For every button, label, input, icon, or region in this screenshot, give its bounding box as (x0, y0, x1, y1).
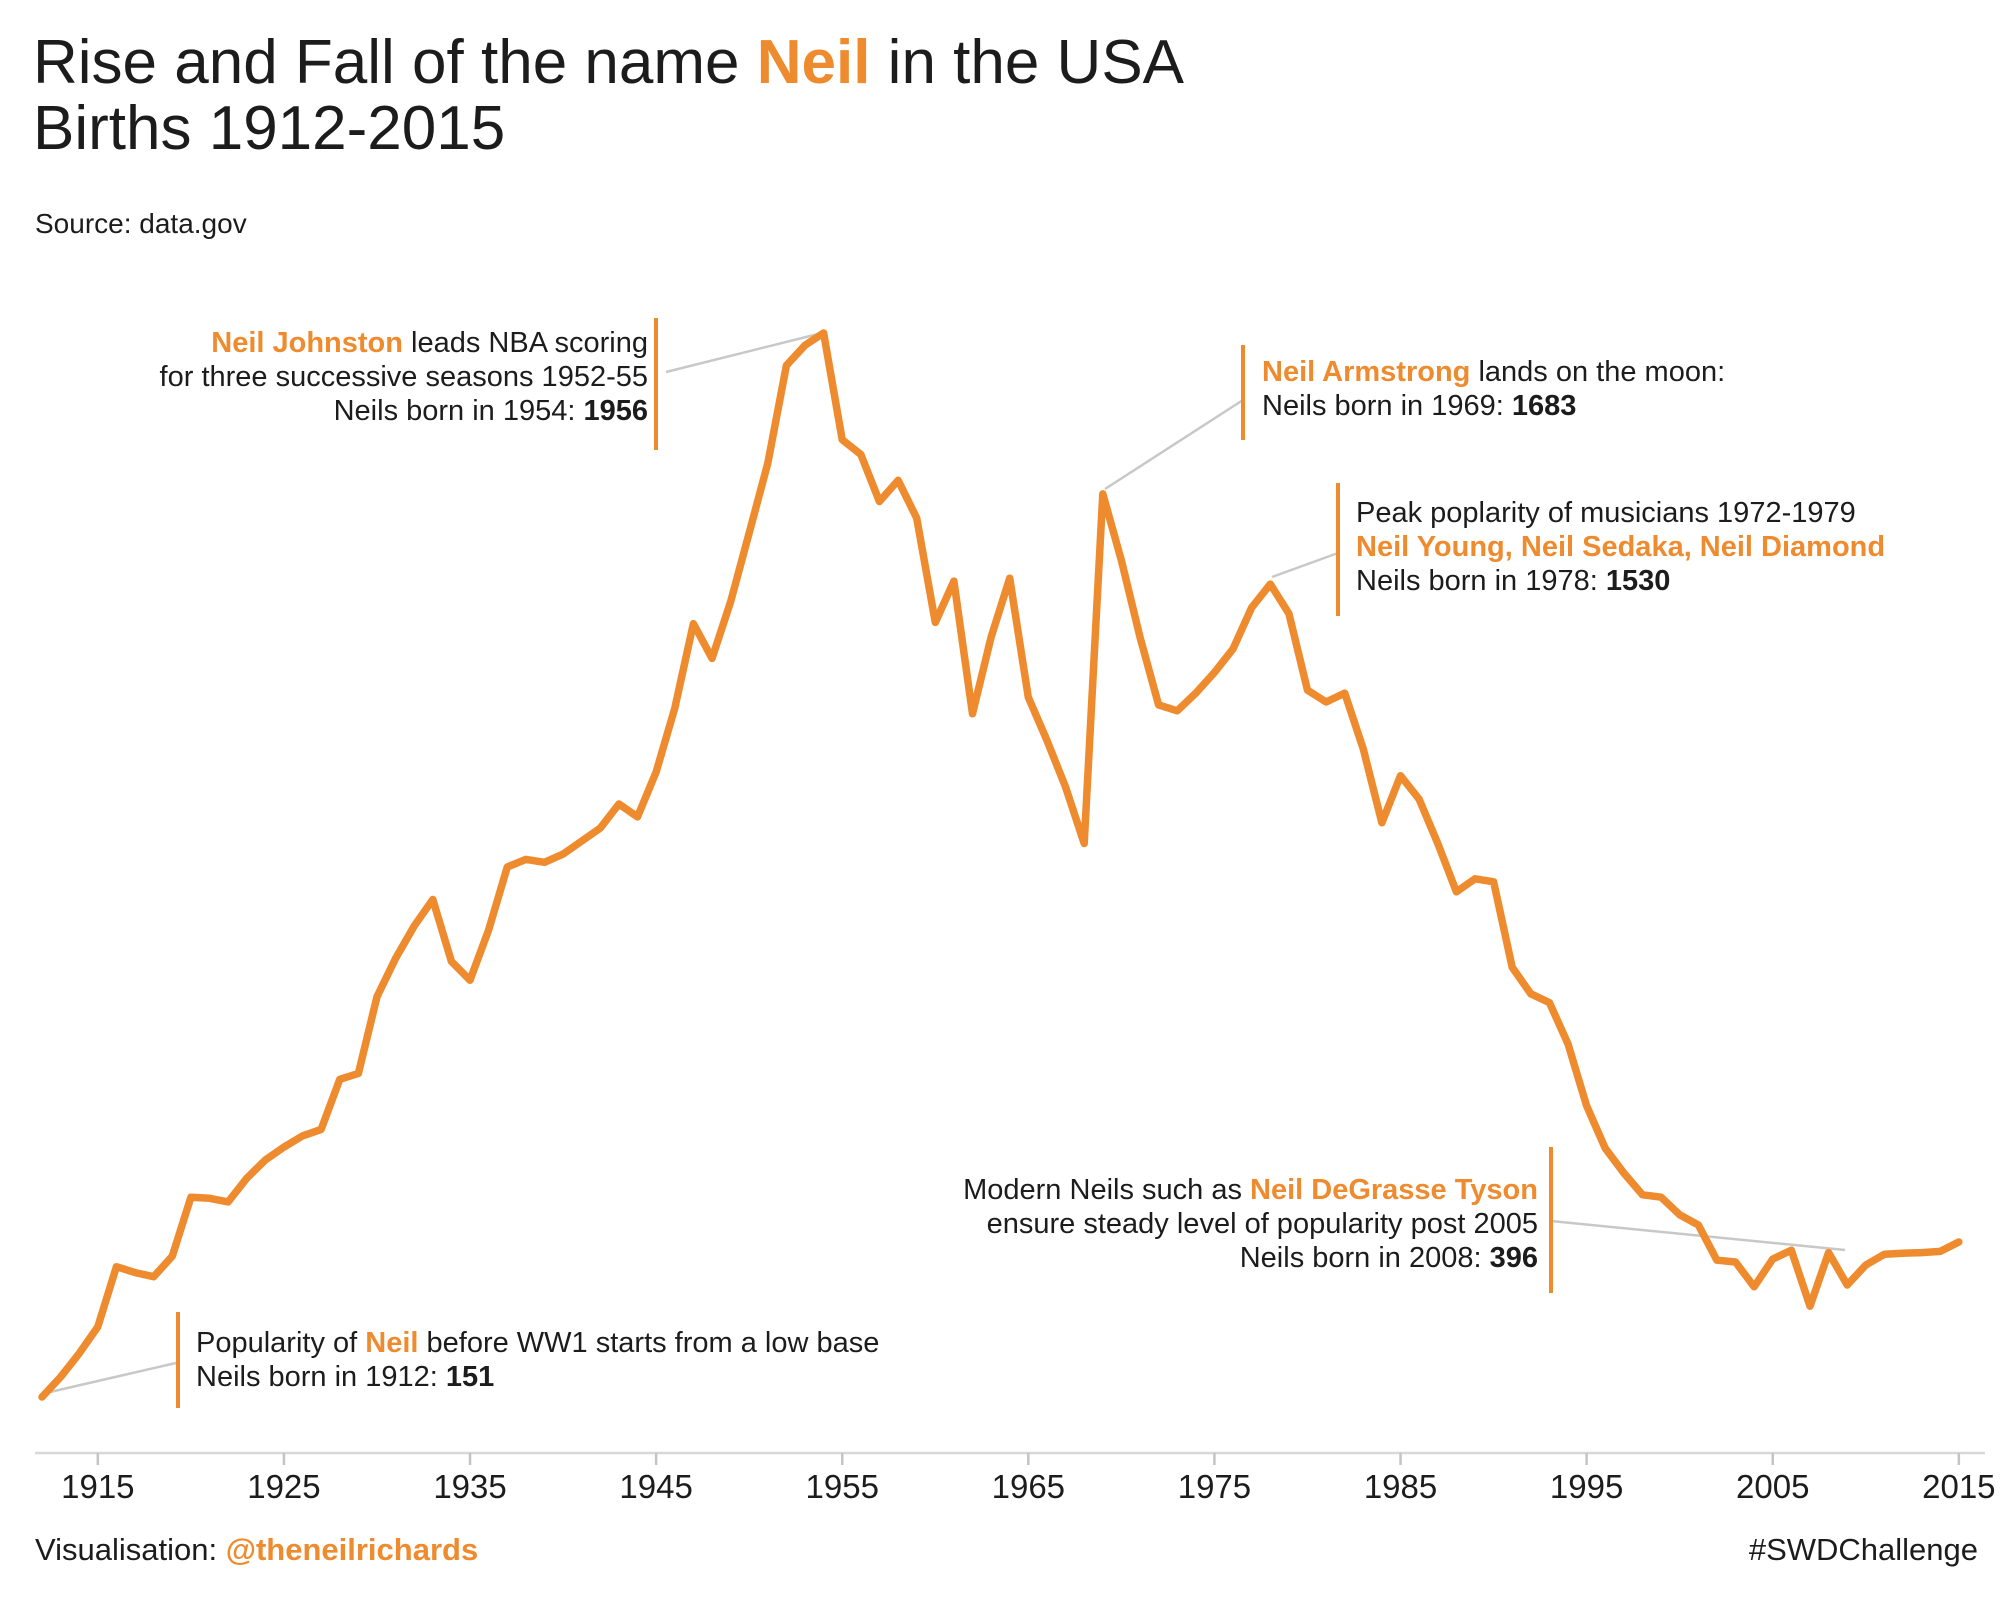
credit-label: Visualisation: (35, 1532, 226, 1567)
annotation-connector-johnston (665, 332, 819, 374)
annotation-johnston-line1: Neil Johnston leads NBA scoring (160, 326, 648, 360)
annotation-ww1: Popularity of Neil before WW1 starts fro… (196, 1326, 879, 1394)
title-text-suffix: in the USA (870, 28, 1185, 97)
annotation-text-segment: Neil Armstrong (1262, 356, 1471, 388)
annotation-text-segment: Neil DeGrasse Tyson (1250, 1174, 1538, 1206)
annotation-bar-ww1 (176, 1312, 180, 1408)
annotation-text-segment: lands on the moon: (1470, 356, 1726, 388)
annotation-text-segment: Neil (365, 1327, 419, 1359)
annotation-connector-armstrong (1104, 398, 1244, 491)
annotation-johnston-line3: Neils born in 1954: 1956 (160, 394, 648, 428)
annotation-text-segment: before WW1 starts from a low base (418, 1327, 880, 1359)
annotation-text-segment: Neils born in 1912: (196, 1361, 446, 1393)
annotation-text-segment: Neils born in 1954: (333, 395, 584, 427)
annotation-armstrong-line1: Neil Armstrong lands on the moon: (1262, 355, 1725, 389)
x-tick-label: 1995 (1550, 1468, 1623, 1505)
annotation-modern: Modern Neils such as Neil DeGrasse Tyson… (963, 1173, 1538, 1275)
annotation-johnston: Neil Johnston leads NBA scoring for three… (160, 326, 648, 428)
annotation-text-segment: Neils born in 1969: (1262, 390, 1512, 422)
x-tick-label: 1985 (1364, 1468, 1437, 1505)
annotation-musicians-line1: Peak poplarity of musicians 1972-1979 (1356, 496, 1885, 530)
title-text-prefix: Rise and Fall of the name (33, 28, 757, 97)
title-line1: Rise and Fall of the name Neil in the US… (33, 30, 1184, 96)
annotation-ww1-line2: Neils born in 1912: 151 (196, 1360, 879, 1394)
annotation-bar-johnston (654, 318, 658, 450)
annotation-text-segment: leads NBA scoring (402, 327, 648, 359)
annotation-ww1-line1: Popularity of Neil before WW1 starts fro… (196, 1326, 879, 1360)
annotation-text-segment: Neil Young, Neil Sedaka, Neil Diamond (1356, 531, 1886, 563)
annotation-text-segment: Peak poplarity of musicians 1972-1979 (1356, 497, 1856, 529)
annotation-text-segment: Neil Johnston (211, 327, 403, 359)
annotation-bar-musicians (1336, 483, 1340, 616)
x-tick-label: 1945 (619, 1468, 692, 1505)
annotation-musicians: Peak poplarity of musicians 1972-1979 Nei… (1356, 496, 1885, 598)
annotation-musicians-line3: Neils born in 1978: 1530 (1356, 564, 1885, 598)
annotation-modern-line3: Neils born in 2008: 396 (963, 1241, 1538, 1275)
annotation-connector-ww1 (49, 1361, 177, 1394)
annotation-text-segment: for three successive seasons 1952-55 (159, 361, 648, 393)
annotation-bar-armstrong (1241, 345, 1245, 440)
annotation-text-segment: 1530 (1605, 565, 1671, 597)
x-tick-label: 1935 (433, 1468, 506, 1505)
annotation-text-segment: 151 (445, 1361, 495, 1393)
x-tick-label: 1925 (247, 1468, 320, 1505)
annotation-armstrong-line2: Neils born in 1969: 1683 (1262, 389, 1725, 423)
annotation-text-segment: 1956 (583, 395, 648, 427)
title-highlight-neil: Neil (756, 28, 871, 97)
annotation-text-segment: 1683 (1511, 390, 1577, 422)
annotation-musicians-line2: Neil Young, Neil Sedaka, Neil Diamond (1356, 530, 1885, 564)
page-title: Rise and Fall of the name Neil in the US… (33, 30, 1184, 162)
x-tick-label: 1955 (806, 1468, 879, 1505)
footer-hashtag: #SWDChallenge (1748, 1532, 1978, 1567)
annotation-modern-line1: Modern Neils such as Neil DeGrasse Tyson (963, 1173, 1538, 1207)
annotation-connector-musicians (1271, 551, 1339, 579)
x-tick-label: 1965 (992, 1468, 1065, 1505)
annotation-text-segment: 396 (1489, 1242, 1538, 1274)
annotation-modern-line2: ensure steady level of popularity post 2… (963, 1207, 1538, 1241)
source-label: Source: data.gov (35, 208, 247, 239)
annotation-armstrong: Neil Armstrong lands on the moon: Neils b… (1262, 355, 1725, 423)
annotation-text-segment: Neils born in 1978: (1356, 565, 1606, 597)
x-tick-label: 2015 (1922, 1468, 1995, 1505)
annotation-johnston-line2: for three successive seasons 1952-55 (160, 360, 648, 394)
annotation-connector-modern (1550, 1219, 1846, 1252)
annotation-text-segment: Popularity of (196, 1327, 366, 1359)
annotation-text-segment: Neils born in 2008: (1239, 1242, 1490, 1274)
title-line2: Births 1912-2015 (33, 94, 506, 163)
annotation-text-segment: ensure steady level of popularity post 2… (986, 1208, 1538, 1240)
x-tick-label: 1975 (1178, 1468, 1251, 1505)
annotation-text-segment: Modern Neils such as (963, 1174, 1251, 1206)
credit-handle: @theneilrichards (225, 1532, 479, 1567)
footer-credit: Visualisation: @theneilrichards (35, 1532, 478, 1568)
annotation-bar-modern (1549, 1147, 1553, 1293)
x-tick-label: 2005 (1736, 1468, 1809, 1505)
neil-births-line (38, 329, 1963, 1401)
x-tick-label: 1915 (61, 1468, 134, 1505)
